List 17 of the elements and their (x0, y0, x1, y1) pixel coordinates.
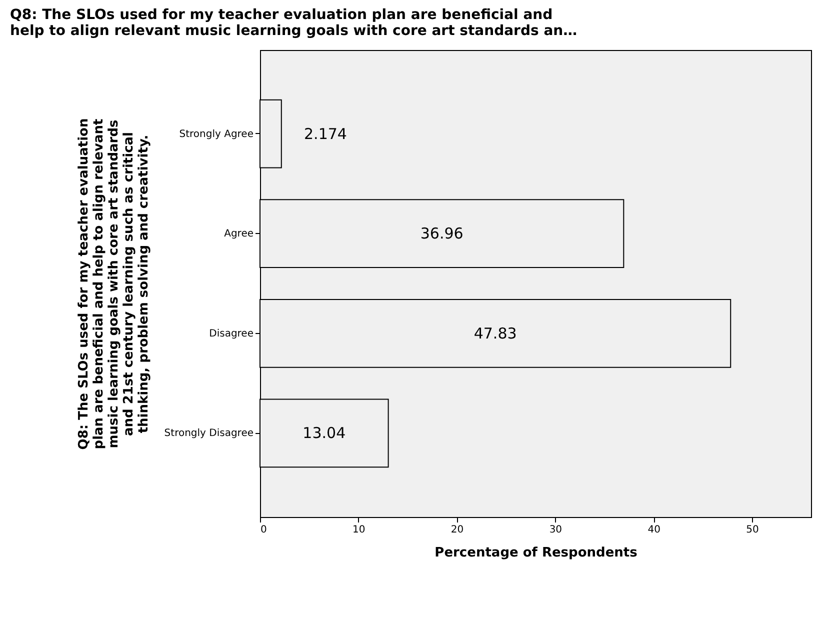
x-tick-label: 0 (260, 524, 267, 536)
y-tick-label: Strongly Agree (179, 128, 254, 140)
x-tick-label: 30 (549, 524, 562, 536)
x-tick-label: 20 (450, 524, 464, 536)
data-label: 2.174 (304, 124, 347, 143)
y-tick-label: Disagree (209, 328, 254, 340)
x-tick-label: 40 (648, 524, 660, 536)
y-axis-title: Q8: The SLOs used for my teacher evaluation plan are beneficial and help to align relevant music learning goals with core art standards and 21st century learning such as critical thinking, problem solving and creativity. (76, 118, 152, 450)
x-axis-title: Percentage of Respondents (434, 546, 638, 560)
y-tick-label: Agree (224, 228, 254, 240)
data-label: 47.83 (474, 324, 517, 342)
data-label: 36.96 (420, 224, 464, 243)
y-tick-label: Strongly Disagree (164, 428, 254, 440)
chart-title: Q8: The SLOs used for my teacher evaluation plan are beneficial and help to align relevant music learning goals with core art standards an… (10, 7, 578, 39)
x-tick-label: 50 (746, 524, 759, 536)
x-tick-label: 10 (352, 524, 366, 536)
data-label: 13.04 (302, 424, 346, 442)
